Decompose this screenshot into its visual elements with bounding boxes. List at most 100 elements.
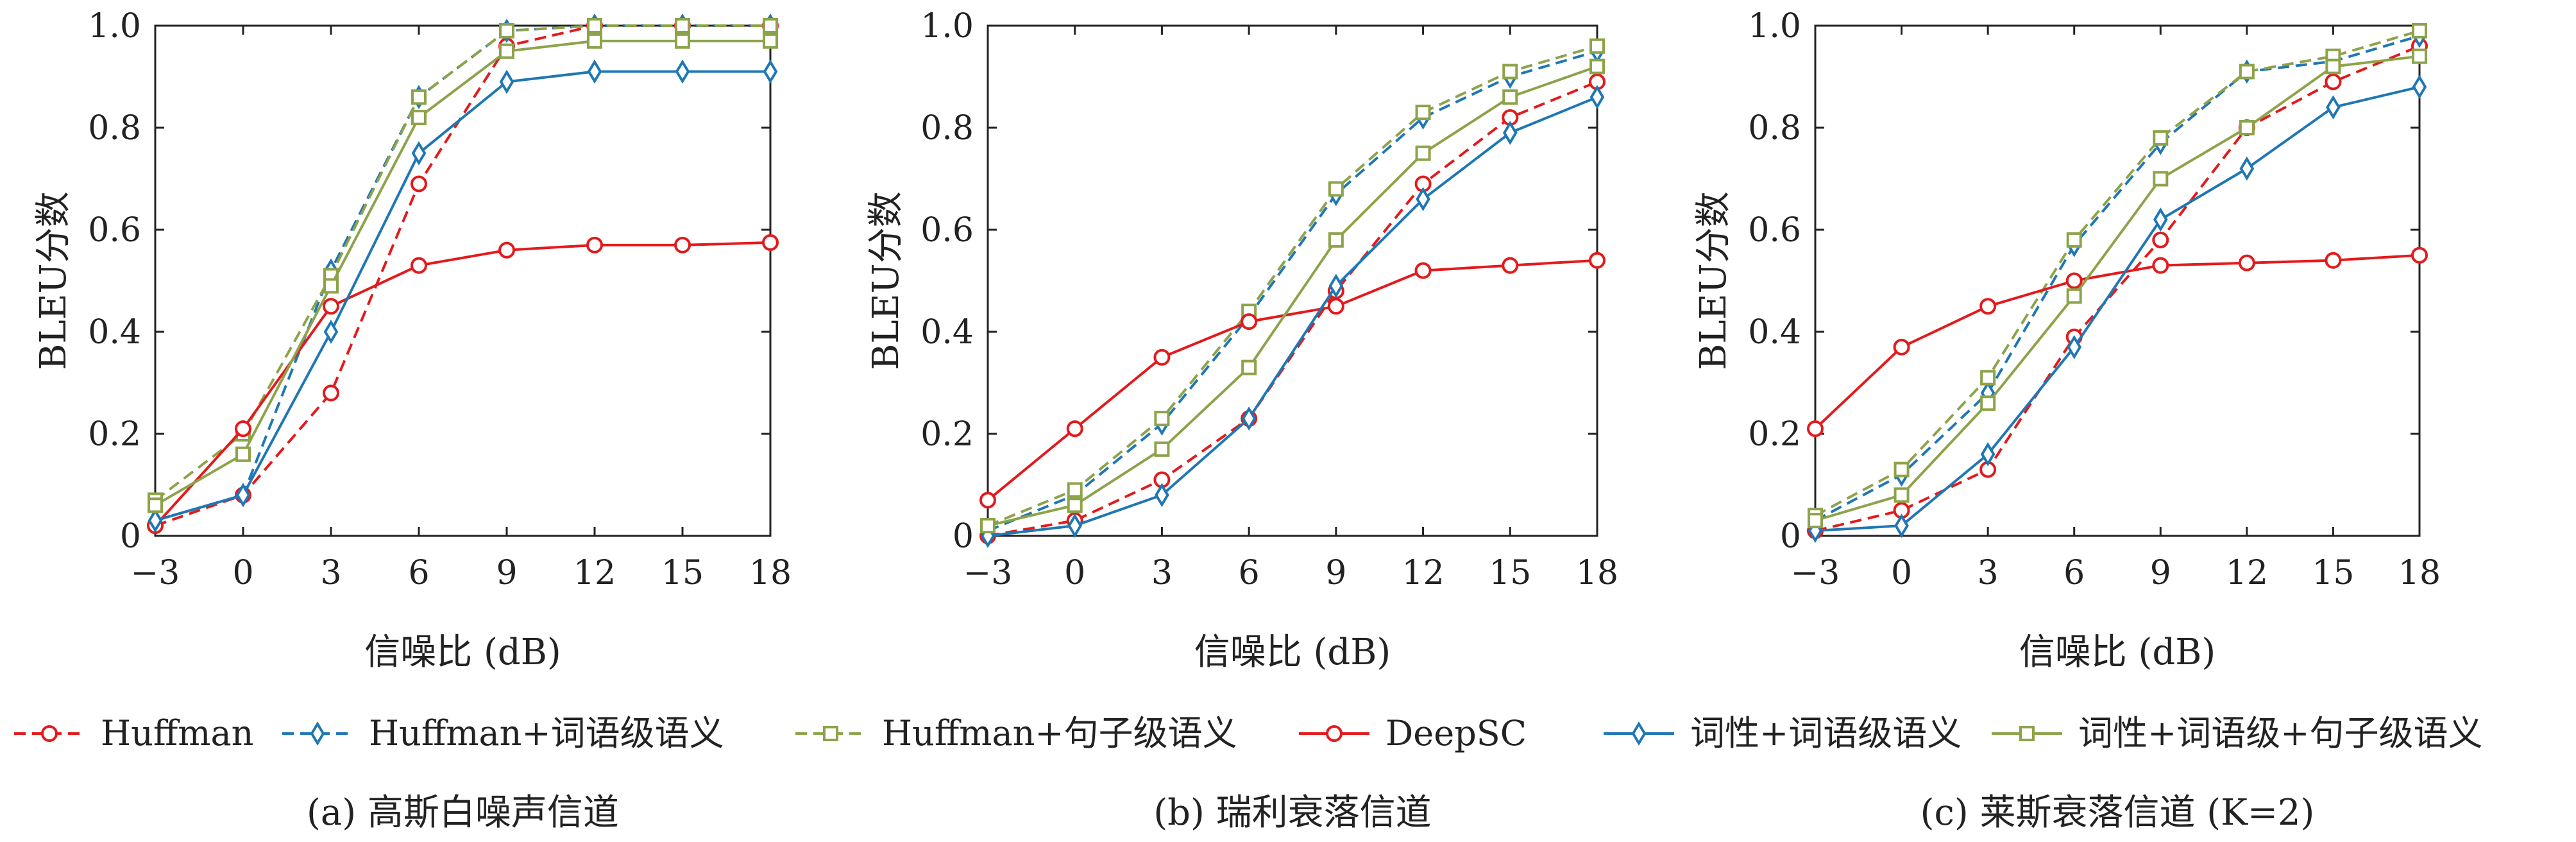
y-tick-label: 1.0 (88, 7, 141, 46)
data-point (235, 420, 251, 438)
series-line (987, 259, 1598, 501)
panel-caption: (a) 高斯白噪声信道 (307, 792, 619, 834)
data-point (323, 320, 339, 344)
legend-label: DeepSC (1385, 713, 1527, 753)
data-point (2412, 74, 2427, 99)
data-point (1154, 411, 1170, 427)
y-tick-label: 0.4 (88, 313, 141, 352)
series-line (987, 65, 1598, 528)
y-tick-label: 0.2 (88, 415, 141, 454)
series-line (155, 70, 770, 522)
y-tick-label: 0 (953, 517, 974, 556)
series-line (1814, 253, 2420, 430)
y-tick-label: 0.8 (920, 109, 974, 148)
legend-marker (310, 721, 325, 746)
data-point (411, 89, 427, 105)
data-point (499, 22, 514, 39)
series-4 (1807, 246, 2428, 438)
plot-frame (1814, 24, 2421, 537)
legend: Huffman Huffman+词语级语义 Huffman+句子级语义 DeepSC 词… (14, 713, 2483, 753)
data-point (587, 18, 602, 33)
series-5 (980, 85, 1605, 548)
data-point (1066, 420, 1083, 438)
data-point (675, 33, 690, 49)
y-tick-label: 0.8 (88, 109, 141, 148)
data-point (2239, 156, 2255, 181)
y-axis-label: BLEU分数 (865, 191, 907, 370)
data-point (1241, 406, 1257, 431)
data-point (2152, 257, 2169, 274)
data-point (2066, 288, 2082, 304)
legend-entry: Huffman (14, 713, 253, 753)
plot-frame (987, 24, 1598, 537)
data-point (1153, 348, 1171, 366)
x-tick-label: 3 (320, 554, 341, 592)
data-point (1980, 370, 1996, 386)
data-point (1241, 359, 1257, 375)
data-point (2152, 231, 2169, 248)
data-point (1067, 497, 1083, 513)
data-point (1502, 257, 1519, 274)
y-tick-label: 1.0 (920, 7, 974, 46)
legend-entry: DeepSC (1299, 713, 1527, 753)
data-point (2153, 207, 2168, 232)
data-point (1415, 145, 1431, 161)
legend-label: Huffman+句子级语义 (882, 713, 1237, 753)
x-tick-label: 15 (1489, 554, 1531, 592)
data-point (2411, 246, 2428, 264)
series-4 (979, 252, 1606, 509)
y-tick-label: 0.4 (1748, 313, 1801, 352)
legend-marker (41, 725, 58, 742)
data-point (2326, 95, 2341, 120)
y-tick-label: 0.4 (920, 313, 974, 352)
x-tick-label: 3 (1151, 554, 1173, 592)
data-point (2153, 171, 2169, 187)
data-point (1241, 313, 1258, 331)
data-point (1328, 232, 1344, 248)
data-point (1067, 513, 1083, 538)
data-point (1980, 395, 1996, 411)
data-point (1328, 181, 1344, 197)
x-tick-label: 12 (1402, 554, 1444, 592)
x-tick-label: 9 (496, 554, 517, 592)
data-point (323, 384, 339, 402)
plot-frame (154, 24, 772, 537)
legend-label: 词性+词语级语义 (1690, 713, 1962, 753)
x-tick-label: 6 (408, 554, 429, 592)
legend-entry: 词性+词语级语义 (1604, 713, 1962, 753)
legend-label: Huffman+词语级语义 (369, 713, 724, 753)
data-point (1155, 483, 1169, 508)
y-tick-label: 1.0 (1748, 7, 1801, 46)
x-tick-label: 3 (1978, 554, 1999, 592)
y-tick-label: 0 (120, 517, 141, 556)
data-point (2238, 254, 2255, 271)
data-point (1416, 187, 1430, 212)
data-point (2325, 73, 2342, 90)
series-6 (1808, 48, 2427, 529)
data-point (2325, 252, 2342, 269)
x-axis-label: 信噪比 (dB) (1194, 632, 1391, 673)
data-point (1894, 487, 1910, 503)
series-5 (1808, 74, 2427, 543)
data-point (498, 241, 515, 259)
series-6 (980, 58, 1605, 534)
series-line (987, 96, 1598, 537)
data-point (2412, 22, 2427, 39)
data-point (411, 175, 427, 193)
data-point (675, 18, 690, 33)
data-point (1414, 262, 1432, 279)
data-point (323, 298, 339, 315)
x-tick-label: 6 (2063, 554, 2085, 592)
data-point (1589, 58, 1605, 74)
x-tick-label: 12 (2226, 554, 2268, 592)
y-tick-label: 0 (1780, 517, 1801, 556)
data-point (1589, 85, 1605, 110)
y-tick-label: 0.2 (920, 415, 974, 454)
data-point (1894, 513, 1909, 538)
y-tick-label: 0.6 (920, 211, 974, 250)
data-point (1589, 38, 1605, 54)
data-point (1502, 64, 1518, 80)
series-line (1815, 30, 2420, 517)
